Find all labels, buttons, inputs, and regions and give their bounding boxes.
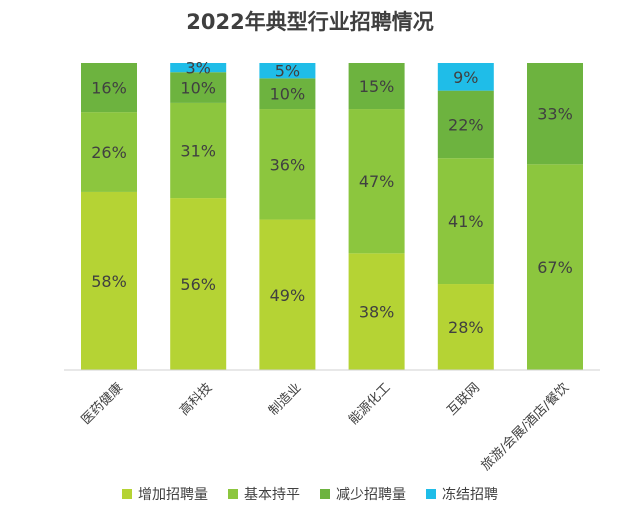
legend-label: 减少招聘量 bbox=[336, 487, 406, 503]
bar-segment bbox=[527, 164, 583, 370]
data-label: 15% bbox=[359, 77, 395, 96]
data-label: 10% bbox=[180, 79, 216, 98]
bar-segment bbox=[437, 284, 494, 370]
data-label: 38% bbox=[359, 303, 395, 322]
data-label: 41% bbox=[448, 212, 484, 231]
data-label: 58% bbox=[91, 272, 127, 291]
bar-segment bbox=[170, 102, 227, 199]
x-tick-label: 能源化工 bbox=[346, 380, 393, 427]
stacked-bar-chart: 58%26%16%56%31%10%3%49%36%10%5%38%47%15%… bbox=[64, 59, 600, 474]
data-label: 33% bbox=[537, 105, 573, 124]
bar-segment bbox=[259, 63, 316, 79]
bar-segment bbox=[81, 112, 137, 192]
data-label: 56% bbox=[180, 275, 216, 294]
bar-segment bbox=[259, 78, 316, 110]
x-tick-label: 高科技 bbox=[176, 380, 215, 419]
bar-segment bbox=[437, 63, 494, 91]
legend-label: 基本持平 bbox=[244, 487, 300, 503]
legend-label: 冻结招聘 bbox=[442, 487, 498, 503]
x-tick-label: 互联网 bbox=[445, 380, 483, 418]
data-label: 9% bbox=[453, 68, 478, 87]
bar-segment bbox=[170, 63, 227, 73]
bar-segment bbox=[259, 219, 316, 370]
legend-swatch bbox=[122, 489, 132, 499]
data-label: 31% bbox=[180, 141, 216, 160]
legend: 增加招聘量 基本持平 减少招聘量 冻结招聘 bbox=[0, 484, 620, 504]
legend-swatch bbox=[228, 489, 238, 499]
legend-swatch bbox=[320, 489, 330, 499]
data-label: 28% bbox=[448, 318, 484, 337]
bar-segment bbox=[348, 253, 405, 370]
bar-segment bbox=[437, 90, 494, 159]
legend-item: 增加招聘量 bbox=[122, 484, 208, 504]
legend-item: 基本持平 bbox=[228, 484, 300, 504]
data-label: 36% bbox=[270, 155, 306, 174]
legend-label: 增加招聘量 bbox=[138, 487, 208, 503]
data-label: 5% bbox=[275, 62, 300, 81]
bar-segment bbox=[81, 191, 137, 370]
bars-layer: 58%26%16%56%31%10%3%49%36%10%5%38%47%15%… bbox=[81, 59, 583, 370]
bar-segment bbox=[81, 63, 137, 113]
bar-segment bbox=[348, 109, 405, 254]
legend-swatch bbox=[426, 489, 436, 499]
data-label: 10% bbox=[270, 85, 306, 104]
data-label: 22% bbox=[448, 115, 484, 134]
x-tick-label: 旅游/会展/酒店/餐饮 bbox=[478, 380, 572, 474]
chart-title: 2022年典型行业招聘情况 bbox=[186, 10, 434, 34]
data-label: 67% bbox=[537, 258, 573, 277]
bar-segment bbox=[348, 63, 405, 110]
data-label: 47% bbox=[359, 172, 395, 191]
data-label: 16% bbox=[91, 79, 127, 98]
data-label: 3% bbox=[186, 59, 211, 78]
data-label: 26% bbox=[91, 143, 127, 162]
x-tick-label: 医药健康 bbox=[78, 380, 126, 428]
bar-segment bbox=[170, 198, 227, 370]
bar-segment bbox=[259, 109, 316, 220]
bar-segment bbox=[437, 158, 494, 285]
data-label: 49% bbox=[270, 286, 306, 305]
legend-item: 冻结招聘 bbox=[426, 484, 498, 504]
legend-item: 减少招聘量 bbox=[320, 484, 406, 504]
x-tick-label: 制造业 bbox=[266, 380, 304, 418]
bar-segment bbox=[170, 72, 227, 103]
bar-segment bbox=[527, 63, 583, 165]
